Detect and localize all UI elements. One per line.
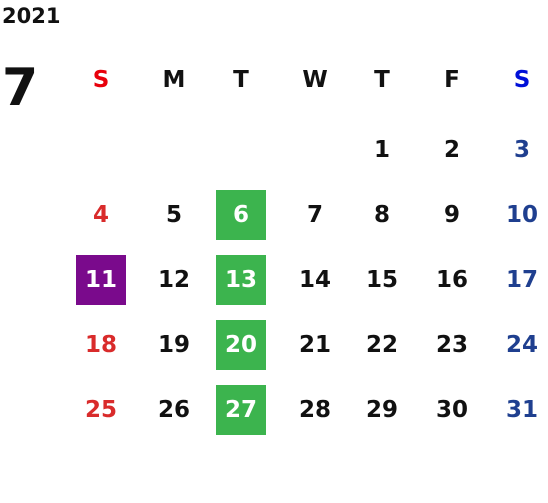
day: 8 <box>373 202 390 228</box>
day: 26 <box>157 397 190 423</box>
highlighted-day: 27 <box>216 385 266 435</box>
day: 22 <box>365 332 398 358</box>
weekday-label: M <box>162 67 186 93</box>
day: 21 <box>298 332 331 358</box>
day: 19 <box>157 332 190 358</box>
weekday-label: W <box>302 67 328 93</box>
highlighted-day: 11 <box>76 255 126 305</box>
day: 24 <box>505 332 538 358</box>
day: 30 <box>435 397 468 423</box>
day: 4 <box>92 202 109 228</box>
day: 31 <box>505 397 538 423</box>
day: 1 <box>373 137 390 163</box>
day: 17 <box>505 267 538 293</box>
day: 18 <box>84 332 117 358</box>
day: 15 <box>365 267 398 293</box>
weekday-label: T <box>233 67 249 93</box>
day: 12 <box>157 267 190 293</box>
weekday-label: S <box>92 67 110 93</box>
day: 28 <box>298 397 331 423</box>
day: 2 <box>443 137 460 163</box>
day: 23 <box>435 332 468 358</box>
day: 14 <box>298 267 331 293</box>
day: 3 <box>513 137 530 163</box>
day: 5 <box>165 202 182 228</box>
weekday-label: S <box>513 67 531 93</box>
day: 25 <box>84 397 117 423</box>
highlighted-day: 20 <box>216 320 266 370</box>
month: 7 <box>2 58 39 118</box>
day: 16 <box>435 267 468 293</box>
year: 2021 <box>2 4 61 28</box>
weekday-label: F <box>444 67 460 93</box>
day: 29 <box>365 397 398 423</box>
day: 7 <box>306 202 323 228</box>
weekday-label: T <box>374 67 390 93</box>
day: 10 <box>505 202 538 228</box>
highlighted-day: 6 <box>216 190 266 240</box>
day: 9 <box>443 202 460 228</box>
highlighted-day: 13 <box>216 255 266 305</box>
